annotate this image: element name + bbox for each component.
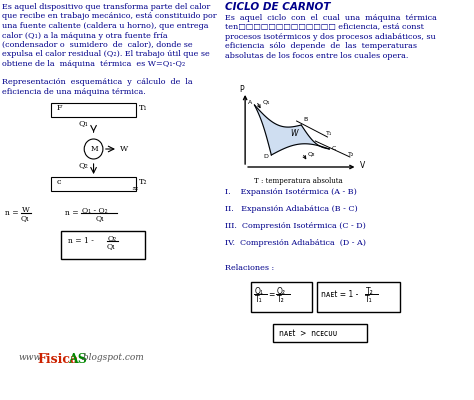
Circle shape [84,139,103,159]
Text: nᴀᴇt = 1 -: nᴀᴇt = 1 - [321,290,358,299]
Text: W: W [290,130,298,138]
Text: calor (Q₁) a la máquina y otra fuente fría: calor (Q₁) a la máquina y otra fuente fr… [2,32,167,40]
Bar [317,282,400,312]
Text: C: C [331,146,336,152]
Text: Q₂: Q₂ [79,161,89,169]
Text: una fuente caliente (caldera u horno), que entrega: una fuente caliente (caldera u horno), q… [2,22,209,30]
Polygon shape [255,105,329,155]
Text: W: W [120,145,128,153]
Text: que recibe en trabajo mecánico, está constituido por: que recibe en trabajo mecánico, está con… [2,12,217,20]
Text: Q₂: Q₂ [277,287,286,296]
Text: AS: AS [68,353,87,366]
Text: V: V [360,160,365,170]
Text: eficiencia  sólo  depende  de  las  temperaturas: eficiencia sólo depende de las temperatu… [225,42,417,50]
Text: T₁: T₁ [365,295,373,304]
Text: T₂: T₂ [348,152,355,157]
Bar [251,282,311,312]
Text: expulsa el calor residual (Q₂). El trabajo útil que se: expulsa el calor residual (Q₂). El traba… [2,50,210,58]
Text: c: c [56,178,61,186]
Text: Fisica: Fisica [37,353,79,366]
Text: W: W [21,206,29,214]
Text: I.    Expansión Isotérmica (A - B): I. Expansión Isotérmica (A - B) [225,188,356,196]
Text: Q₁: Q₁ [95,214,105,222]
Text: B: B [303,117,307,122]
Text: T₂: T₂ [138,178,147,186]
Bar [61,231,145,259]
Text: Q₁: Q₁ [20,214,30,222]
Text: n =: n = [5,209,18,217]
Text: Q₁: Q₁ [263,99,270,104]
Bar [273,324,367,342]
Text: P: P [239,86,244,94]
Text: Q₁ - Q₂: Q₁ - Q₂ [82,206,108,214]
Text: T₂: T₂ [277,295,285,304]
Text: =: = [268,290,275,299]
Text: IV.  Compresión Adiabática  (D - A): IV. Compresión Adiabática (D - A) [225,239,365,247]
Text: CICLO DE CARNOT: CICLO DE CARNOT [225,2,330,12]
Bar [52,177,136,191]
Text: Relaciones :: Relaciones : [225,264,274,272]
Text: T₁: T₁ [138,104,147,112]
Text: Q₂: Q₂ [108,234,117,242]
Text: Q₁: Q₁ [255,287,264,296]
Text: T₁: T₁ [255,295,262,304]
Text: www.: www. [18,353,44,362]
Text: T₁: T₁ [326,131,332,136]
Text: Es  aquel  ciclo  con  el  cual  una  máquina  térmica: Es aquel ciclo con el cual una máquina t… [225,14,437,22]
Text: nᴀᴇt  >  nᴄᴇᴄᴜᴜ: nᴀᴇt > nᴄᴇᴄᴜᴜ [279,329,337,338]
Text: (condensador o  sumidero  de  calor), donde se: (condensador o sumidero de calor), donde… [2,41,192,49]
Text: T : temperatura absoluta: T : temperatura absoluta [255,177,343,185]
Text: .blogspot.com: .blogspot.com [81,353,144,362]
Text: Q₁: Q₁ [107,242,116,250]
Text: II.   Expansión Adiabática (B - C): II. Expansión Adiabática (B - C) [225,205,357,213]
Text: obtiene de la  máquina  térmica  es W=Q₁-Q₂: obtiene de la máquina térmica es W=Q₁-Q₂ [2,60,185,68]
Bar [52,103,136,117]
Text: procesos isotérmicos y dos procesos adiabáticos, su: procesos isotérmicos y dos procesos adia… [225,33,435,41]
Text: T₂: T₂ [366,287,374,296]
Text: D: D [264,154,269,160]
Text: Q₁: Q₁ [79,119,89,127]
Text: ≈: ≈ [131,185,138,193]
Text: Q₂: Q₂ [308,152,315,157]
Text: n =: n = [65,209,79,217]
Text: Representación  esquemática  y  cálculo  de  la: Representación esquemática y cálculo de … [2,78,192,86]
Text: ten□□□□□□□□□□□□□ eficiencia, está const: ten□□□□□□□□□□□□□ eficiencia, está const [225,24,423,32]
Text: absolutas de los focos entre los cuales opera.: absolutas de los focos entre los cuales … [225,52,408,60]
Text: A: A [248,100,252,106]
Text: F: F [56,104,62,112]
Text: Es aquel dispositivo que transforma parte del calor: Es aquel dispositivo que transforma part… [2,3,210,11]
Text: III.  Compresión Isotérmica (C - D): III. Compresión Isotérmica (C - D) [225,222,365,230]
Text: M: M [91,145,99,153]
Text: eficiencia de una máquina térmica.: eficiencia de una máquina térmica. [2,88,146,96]
Text: n = 1 -: n = 1 - [68,237,94,245]
